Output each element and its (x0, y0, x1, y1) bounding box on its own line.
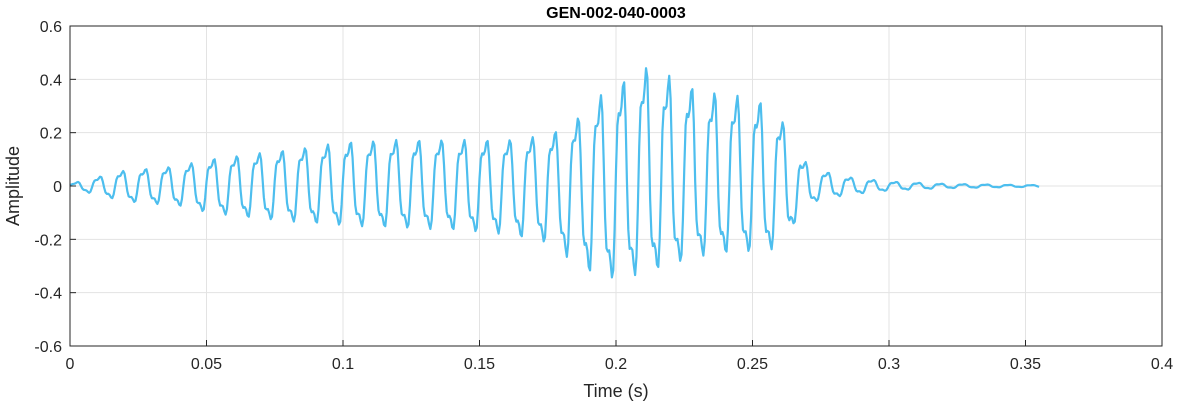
x-axis-ticks: 0 0.05 0.1 0.15 0.2 0.25 0.3 0.35 0.4 (66, 340, 1173, 373)
y-tick-label: 0.4 (40, 72, 62, 89)
chart-title: GEN-002-040-0003 (546, 5, 686, 22)
x-axis-label: Time (s) (583, 381, 648, 401)
y-tick-label: 0.6 (40, 19, 62, 36)
x-tick-label: 0.35 (1010, 356, 1041, 373)
y-tick-label: -0.6 (34, 339, 62, 356)
signal-line (69, 67, 1040, 279)
y-tick-label: -0.4 (34, 286, 62, 303)
y-tick-label: 0.2 (40, 126, 62, 143)
x-tick-label: 0.05 (191, 356, 222, 373)
x-tick-label: 0 (66, 356, 75, 373)
y-axis-label: Amplitude (3, 146, 23, 226)
y-tick-label: -0.2 (34, 232, 62, 249)
x-tick-label: 0.2 (605, 356, 627, 373)
x-tick-label: 0.15 (464, 356, 495, 373)
y-axis-ticks: -0.6 -0.4 -0.2 0 0.2 0.4 0.6 (34, 19, 76, 356)
x-tick-label: 0.25 (737, 356, 768, 373)
x-tick-label: 0.3 (878, 356, 900, 373)
x-tick-label: 0.4 (1151, 356, 1173, 373)
y-tick-label: 0 (53, 179, 62, 196)
x-tick-label: 0.1 (332, 356, 354, 373)
